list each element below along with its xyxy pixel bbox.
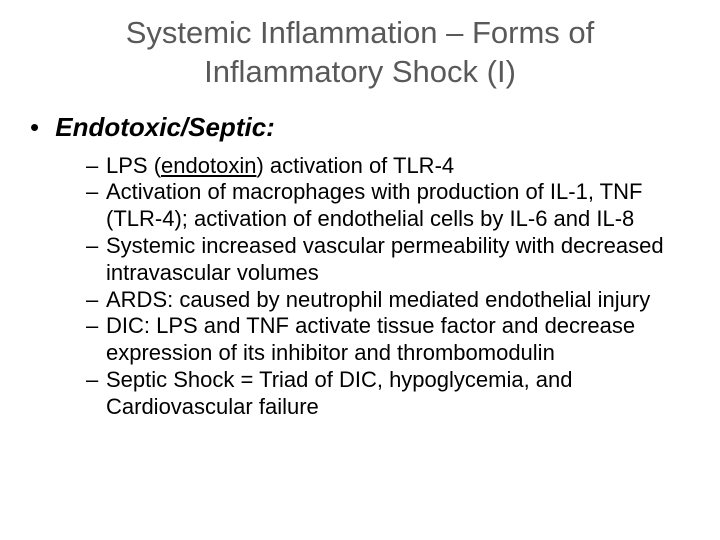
level2-item: LPS (endotoxin) activation of TLR-4 <box>86 153 690 180</box>
level2-item: ARDS: caused by neutrophil mediated endo… <box>86 287 690 314</box>
level2-item: DIC: LPS and TNF activate tissue factor … <box>86 313 690 367</box>
title-line-2: Inflammatory Shock (I) <box>204 54 516 89</box>
sub-1: Activation of macrophages with productio… <box>106 179 642 231</box>
sub-2: Systemic increased vascular permeability… <box>106 233 664 285</box>
level2-item: Septic Shock = Triad of DIC, hypoglycemi… <box>86 367 690 421</box>
sub-0-underline: endotoxin <box>161 153 256 178</box>
sub-5: Septic Shock = Triad of DIC, hypoglycemi… <box>106 367 573 419</box>
level1-list: Endotoxic/Septic: LPS (endotoxin) activa… <box>30 112 690 421</box>
level1-heading: Endotoxic/Septic: <box>55 112 275 142</box>
sub-0-post: ) activation of TLR-4 <box>256 153 454 178</box>
slide-title: Systemic Inflammation – Forms of Inflamm… <box>30 14 690 92</box>
sub-3: ARDS: caused by neutrophil mediated endo… <box>106 287 650 312</box>
level1-item: Endotoxic/Septic: LPS (endotoxin) activa… <box>48 112 690 421</box>
level2-item: Systemic increased vascular permeability… <box>86 233 690 287</box>
level2-list: LPS (endotoxin) activation of TLR-4 Acti… <box>48 153 690 421</box>
sub-4: DIC: LPS and TNF activate tissue factor … <box>106 313 635 365</box>
title-line-1: Systemic Inflammation – Forms of <box>126 15 595 50</box>
level2-item: Activation of macrophages with productio… <box>86 179 690 233</box>
sub-0-pre: LPS ( <box>106 153 161 178</box>
